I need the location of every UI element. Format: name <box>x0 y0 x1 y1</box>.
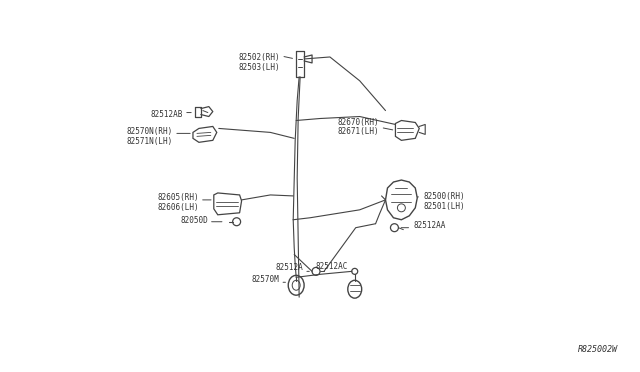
Text: 82570M: 82570M <box>252 275 279 284</box>
Text: 82605(RH): 82605(RH) <box>157 193 199 202</box>
Text: 82502(RH): 82502(RH) <box>239 53 280 62</box>
Text: 82512AB: 82512AB <box>150 110 183 119</box>
Text: 82512AC: 82512AC <box>316 262 348 271</box>
Text: 82512A: 82512A <box>275 263 303 272</box>
Text: R825002W: R825002W <box>578 345 618 354</box>
Text: 82050D: 82050D <box>180 216 208 225</box>
Text: 82671(LH): 82671(LH) <box>338 128 380 137</box>
Text: 82670(RH): 82670(RH) <box>338 118 380 126</box>
Text: 82571N(LH): 82571N(LH) <box>127 137 173 146</box>
Text: 82500(RH): 82500(RH) <box>423 192 465 201</box>
Text: 82606(LH): 82606(LH) <box>157 203 199 212</box>
Text: 82570N(RH): 82570N(RH) <box>127 128 173 137</box>
Text: 82512AA: 82512AA <box>413 221 445 230</box>
Text: 82503(LH): 82503(LH) <box>239 63 280 72</box>
Text: 82501(LH): 82501(LH) <box>423 202 465 211</box>
